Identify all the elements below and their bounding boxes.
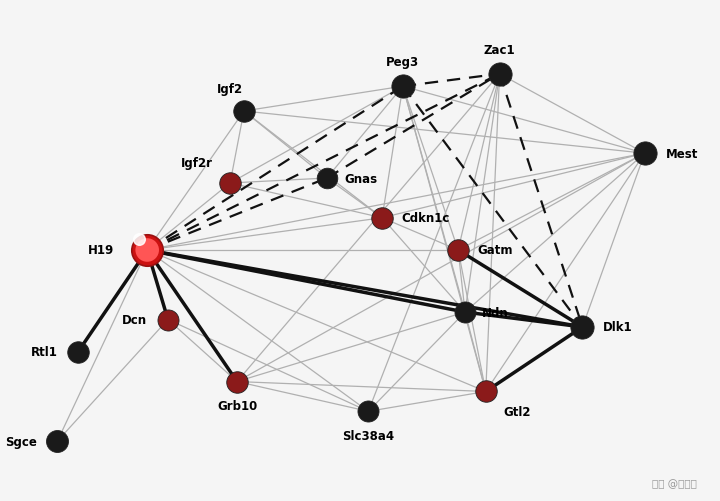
Text: Dcn: Dcn [122,314,147,326]
Point [321,175,333,183]
Point [52,437,63,445]
Text: Grb10: Grb10 [217,399,257,412]
Text: Slc38a4: Slc38a4 [342,429,395,442]
Text: Gtl2: Gtl2 [503,406,531,418]
Text: Mest: Mest [665,147,698,160]
Point [141,246,153,255]
Point [480,388,492,396]
Text: 知乎 @杜瑶鸿: 知乎 @杜瑶鸿 [652,478,696,488]
Text: Gnas: Gnas [344,172,377,185]
Text: Cdkn1c: Cdkn1c [402,212,450,225]
Text: Dlk1: Dlk1 [603,321,633,334]
Text: Gatm: Gatm [477,244,513,257]
Point [162,316,174,324]
Point [141,246,153,255]
Text: Zac1: Zac1 [484,44,516,57]
Point [639,150,650,158]
Point [577,323,588,331]
Text: Igf2r: Igf2r [181,157,213,170]
Point [452,246,464,255]
Text: Rtl1: Rtl1 [30,346,58,359]
Point [459,309,471,317]
Point [397,83,409,91]
Point [494,71,505,79]
Text: Igf2: Igf2 [217,83,243,96]
Point [231,378,243,386]
Text: H19: H19 [88,244,114,257]
Text: Sgce: Sgce [5,435,37,448]
Text: Peg3: Peg3 [387,56,420,69]
Point [225,179,236,187]
Point [133,235,145,243]
Point [72,348,84,356]
Point [238,108,250,116]
Text: Ndn: Ndn [482,306,509,319]
Point [377,214,388,222]
Point [363,407,374,415]
